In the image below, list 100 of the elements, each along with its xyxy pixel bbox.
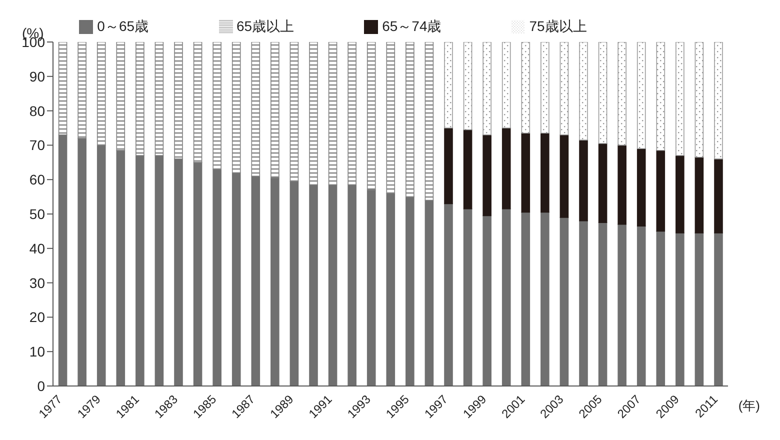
bar: [232, 42, 241, 174]
bar: [521, 42, 530, 134]
bar: [424, 42, 434, 201]
bar: [406, 196, 414, 386]
bar: [212, 168, 222, 386]
bar: [154, 42, 164, 156]
bar: [482, 134, 492, 216]
bar: [579, 140, 588, 222]
bar: [656, 150, 666, 232]
bar: [290, 42, 299, 182]
bar: [193, 162, 202, 386]
bar: [270, 42, 280, 178]
y-tick-label: 20: [29, 309, 46, 326]
bar: [579, 42, 588, 140]
bar: [618, 42, 626, 146]
bar: [694, 156, 704, 234]
bar: [116, 150, 126, 386]
bar: [502, 128, 511, 210]
bar: [540, 42, 550, 134]
y-tick-label: 60: [29, 172, 46, 188]
legend-label: 75歳以上: [529, 18, 587, 34]
y-tick-label: 0: [37, 378, 46, 394]
bar: [694, 42, 704, 158]
bar: [136, 155, 144, 386]
legend-label: 65～74歳: [382, 18, 442, 34]
bar: [598, 222, 608, 386]
bar: [714, 158, 723, 234]
bar: [58, 134, 68, 386]
y-tick-label: 40: [29, 240, 46, 256]
y-tick-label: 10: [29, 344, 46, 360]
y-tick-label: 90: [29, 68, 46, 84]
bar: [463, 208, 472, 386]
bar: [463, 129, 472, 210]
bar: [502, 208, 511, 386]
bar: [463, 42, 472, 130]
bar: [212, 42, 222, 170]
bar: [618, 224, 626, 386]
bar: [116, 42, 126, 151]
y-tick-label: 80: [29, 102, 46, 119]
bar: [78, 42, 86, 139]
bar: [444, 203, 453, 386]
y-tick-label: 70: [29, 137, 46, 154]
bar: [174, 42, 183, 160]
bar: [251, 42, 260, 177]
bar: [290, 180, 299, 386]
bar: [424, 200, 434, 386]
bar: [482, 215, 492, 386]
bar: [560, 42, 569, 136]
bar: [636, 148, 646, 226]
bar: [58, 42, 68, 136]
bar: [96, 144, 106, 386]
bar: [96, 42, 106, 146]
bar: [309, 184, 318, 386]
bar: [78, 138, 86, 386]
bar: [348, 42, 356, 186]
bar: [676, 155, 684, 234]
bar: [174, 158, 183, 386]
bar: [328, 42, 338, 186]
bar: [560, 134, 569, 218]
bar: [386, 192, 396, 386]
bar: [270, 177, 280, 386]
bar: [694, 232, 704, 386]
x-axis-title: (年): [738, 398, 760, 413]
bar: [502, 42, 511, 128]
bar: [444, 128, 453, 204]
y-tick-label: 30: [29, 274, 46, 291]
bar: [598, 143, 608, 223]
bar: [676, 42, 684, 156]
bar: [676, 232, 684, 386]
bar: [714, 42, 723, 160]
bar: [136, 42, 144, 156]
bar: [540, 132, 550, 213]
bar: [521, 132, 530, 213]
legend-label: 65歳以上: [236, 18, 294, 34]
bar: [636, 226, 646, 386]
bar: [154, 155, 164, 386]
bar: [406, 42, 414, 198]
bar: [714, 232, 723, 386]
bar: [386, 42, 396, 194]
bar: [482, 42, 492, 136]
bar: [560, 217, 569, 386]
bar: [193, 42, 202, 163]
bar: [309, 42, 318, 186]
bar: [598, 42, 608, 144]
bar: [521, 212, 530, 386]
bar: [656, 42, 666, 151]
bar: [636, 42, 646, 150]
bar: [251, 176, 260, 386]
legend-label: 0～65歳: [97, 18, 149, 34]
bar: [618, 144, 626, 225]
bar: [366, 190, 376, 386]
bar: [444, 42, 453, 128]
bar: [540, 212, 550, 386]
bar: [232, 172, 241, 386]
bar: [579, 220, 588, 386]
bar: [348, 184, 356, 386]
y-tick-label: 50: [29, 206, 46, 222]
bar: [656, 230, 666, 386]
bar: [328, 184, 338, 386]
bar: [366, 42, 376, 190]
